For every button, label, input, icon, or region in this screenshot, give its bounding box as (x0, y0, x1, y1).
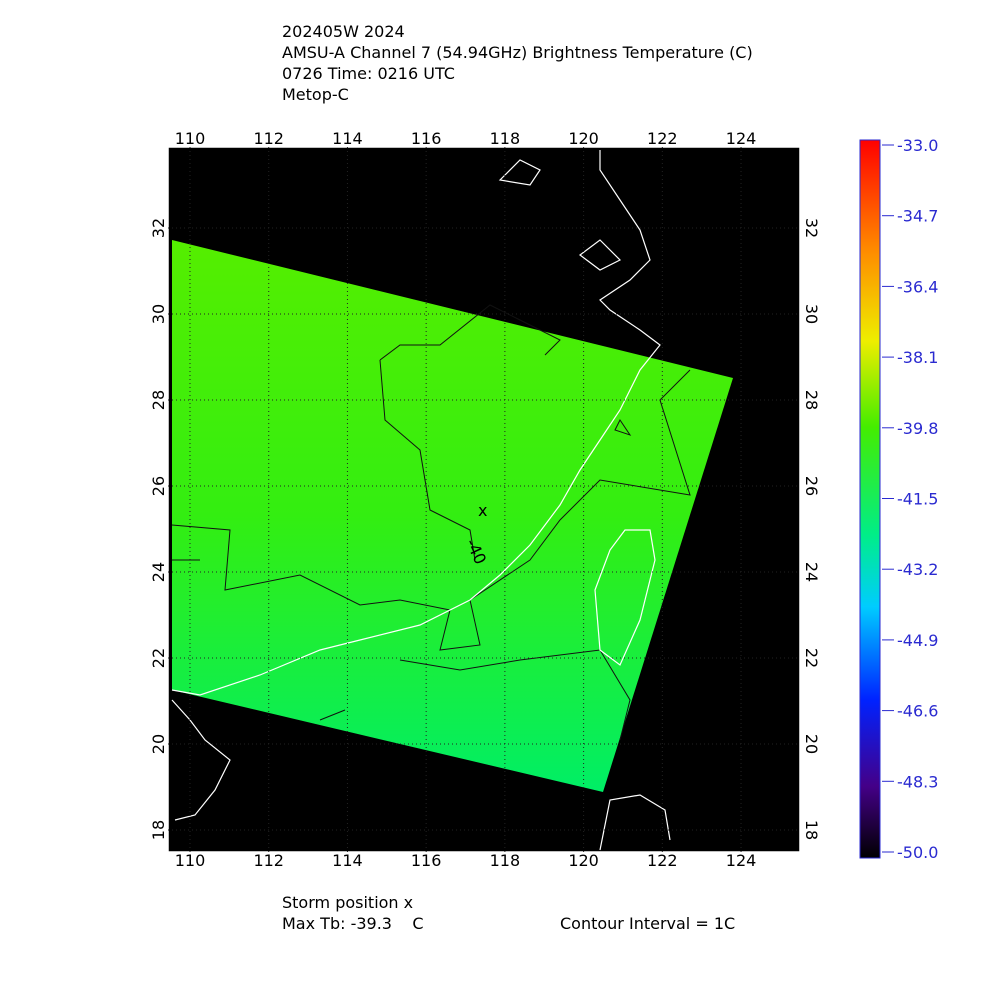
colorbar-label: -34.7 (897, 207, 938, 226)
storm-marker: x (478, 501, 487, 520)
header-line: 0726 Time: 0216 UTC (282, 64, 455, 83)
lat-tick-label: 18 (802, 820, 821, 840)
colorbar-label: -43.2 (897, 560, 938, 579)
footer-storm: Storm position x (282, 893, 413, 912)
colorbar-label: -50.0 (897, 843, 938, 862)
lon-tick-label: 120 (568, 129, 599, 148)
colorbar-label: -38.1 (897, 348, 938, 367)
colorbar (859, 139, 881, 859)
colorbar-label: -36.4 (897, 277, 938, 296)
lon-tick-label: 116 (411, 129, 442, 148)
colorbar-label: -33.0 (897, 136, 938, 155)
lon-tick-label: 112 (253, 129, 284, 148)
coastline (171, 150, 671, 851)
lon-tick-label: 122 (647, 129, 678, 148)
lat-tick-label: 32 (802, 218, 821, 238)
lat-tick-label: 20 (149, 734, 168, 754)
colorbar-label: -39.8 (897, 419, 938, 438)
lat-tick-label: 30 (802, 304, 821, 324)
lat-tick-label: 24 (149, 562, 168, 582)
lat-tick-label: 28 (149, 390, 168, 410)
header-line: AMSU-A Channel 7 (54.94GHz) Brightness T… (282, 43, 753, 62)
swath (172, 240, 733, 792)
header-line: Metop-C (282, 85, 349, 104)
lon-tick-label: 110 (175, 851, 206, 870)
colorbar-label: -48.3 (897, 772, 938, 791)
lat-tick-label: 32 (149, 218, 168, 238)
lat-tick-label: 24 (802, 562, 821, 582)
lon-tick-label: 124 (726, 851, 757, 870)
colorbar-label: -44.9 (897, 631, 938, 650)
lat-tick-label: 22 (802, 648, 821, 668)
lat-tick-label: 30 (149, 304, 168, 324)
map-frame (167, 146, 801, 853)
lon-tick-label: 118 (490, 851, 521, 870)
lat-tick-label: 26 (802, 476, 821, 496)
lon-tick-label: 122 (647, 851, 678, 870)
lon-tick-label: 116 (411, 851, 442, 870)
lon-tick-label: 120 (568, 851, 599, 870)
lat-tick-label: 28 (802, 390, 821, 410)
colorbar-label: -41.5 (897, 490, 938, 509)
header-line: 202405W 2024 (282, 22, 405, 41)
lat-tick-label: 20 (802, 734, 821, 754)
contours (171, 304, 691, 741)
lon-tick-label: 114 (332, 129, 363, 148)
colorbar-label: -46.6 (897, 702, 938, 721)
lon-tick-label: 112 (253, 851, 284, 870)
lon-tick-label: 118 (490, 129, 521, 148)
lat-tick-label: 26 (149, 476, 168, 496)
lon-tick-label: 124 (726, 129, 757, 148)
lat-tick-label: 22 (149, 648, 168, 668)
lat-tick-label: 18 (149, 820, 168, 840)
footer-max-tb: Max Tb: -39.3 C (282, 914, 423, 933)
lon-tick-label: 114 (332, 851, 363, 870)
lon-tick-label: 110 (175, 129, 206, 148)
footer-contour: Contour Interval = 1C (560, 914, 735, 933)
